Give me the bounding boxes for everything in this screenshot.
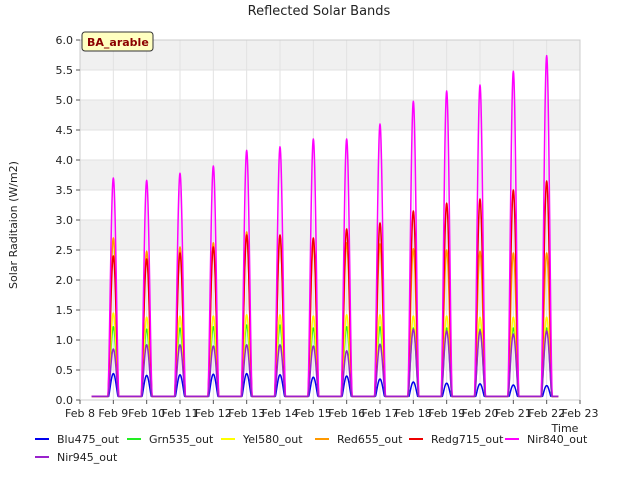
plot-band — [80, 250, 580, 280]
x-tick-label: Feb 8 — [65, 407, 95, 420]
plot-band — [80, 370, 580, 400]
x-tick-label: Feb 12 — [195, 407, 232, 420]
site-badge-label: BA_arable — [87, 36, 149, 49]
legend-label: Redg715_out — [431, 433, 504, 446]
x-tick-label: Feb 23 — [562, 407, 599, 420]
plot-background — [80, 40, 580, 400]
y-tick-label: 1.0 — [56, 334, 74, 347]
y-tick-label: 0.0 — [56, 394, 74, 407]
x-tick-label: Feb 21 — [495, 407, 532, 420]
y-tick-label: 0.5 — [56, 364, 74, 377]
plot-band — [80, 190, 580, 220]
plot-band — [80, 100, 580, 130]
y-tick-label: 1.5 — [56, 304, 74, 317]
y-axis-label: Solar Raditaion (W/m2) — [7, 161, 20, 289]
series-layer — [91, 54, 559, 398]
x-tick-label: Feb 13 — [228, 407, 265, 420]
legend-label: Blu475_out — [57, 433, 120, 446]
y-tick-label: 5.5 — [56, 64, 74, 77]
x-tick-label: Feb 15 — [295, 407, 332, 420]
x-axis-label: Time — [551, 422, 579, 435]
legend-label: Nir945_out — [57, 451, 118, 464]
y-tick-label: 3.5 — [56, 184, 74, 197]
plot-band — [80, 220, 580, 250]
x-tick-label: Feb 16 — [328, 407, 365, 420]
site-badge: BA_arable — [81, 31, 154, 52]
x-tick-label: Feb 9 — [98, 407, 128, 420]
plot-band — [80, 340, 580, 370]
y-tick-label: 4.5 — [56, 124, 74, 137]
plot-band — [80, 310, 580, 340]
plot-band — [80, 160, 580, 190]
x-tick-label: Feb 11 — [162, 407, 199, 420]
x-tick-label: Feb 17 — [362, 407, 399, 420]
y-tick-label: 2.0 — [56, 274, 74, 287]
y-tick-label: 5.0 — [56, 94, 74, 107]
x-tick-label: Feb 14 — [262, 407, 299, 420]
plot-band — [80, 130, 580, 160]
legend-label: Grn535_out — [149, 433, 214, 446]
chart-title: Reflected Solar Bands — [248, 4, 391, 19]
series-line-nir945-out — [91, 328, 559, 398]
plot-band — [80, 70, 580, 100]
plot-band — [80, 40, 580, 70]
legend: Blu475_out Grn535_out Yel580_out Red655_out… — [35, 433, 588, 464]
y-tick-label: 2.5 — [56, 244, 74, 257]
plot-band — [80, 280, 580, 310]
x-tick-label: Feb 20 — [462, 407, 499, 420]
y-tick-label: 3.0 — [56, 214, 74, 227]
x-tick-label: Feb 22 — [528, 407, 565, 420]
x-tick-label: Feb 10 — [128, 407, 165, 420]
legend-label: Yel580_out — [242, 433, 303, 446]
y-axis-ticks: 0.0 0.5 1.0 1.5 2.0 2.5 3.0 3.5 4.0 4.5 5.0 5.5 6.0 — [56, 34, 80, 407]
y-tick-label: 4.0 — [56, 154, 74, 167]
legend-label: Nir840_out — [527, 433, 588, 446]
y-tick-label: 6.0 — [56, 34, 74, 47]
site-badge-box — [81, 31, 154, 52]
x-tick-label: Feb 18 — [395, 407, 432, 420]
legend-label: Red655_out — [337, 433, 403, 446]
x-tick-label: Feb 19 — [428, 407, 465, 420]
